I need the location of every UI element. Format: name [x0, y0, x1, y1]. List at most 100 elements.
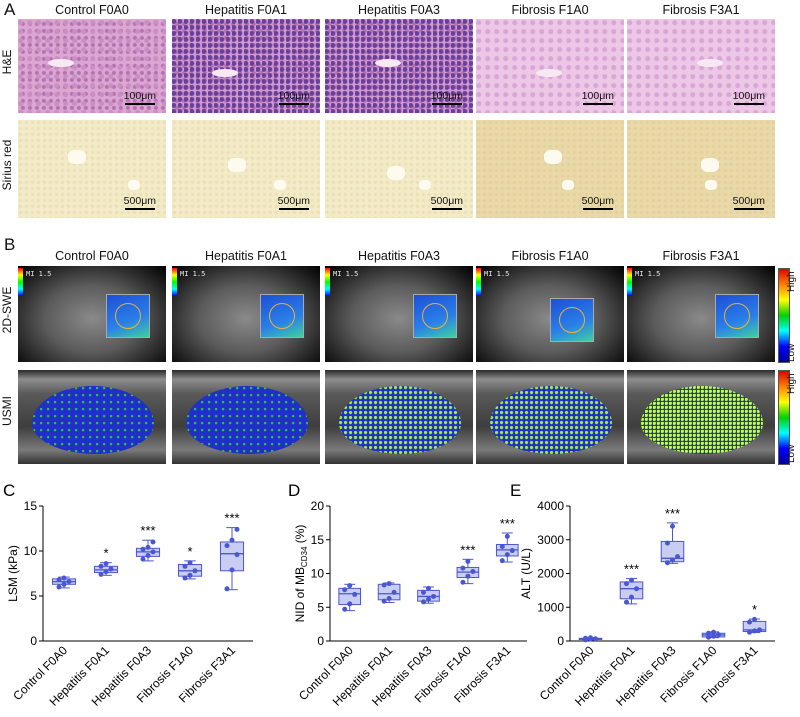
usmi-signal-region [32, 386, 154, 454]
data-point [747, 619, 752, 625]
data-point [381, 598, 387, 604]
y-tick-label: 1000 [537, 600, 564, 614]
significance-mark: *** [140, 523, 155, 538]
sirius-scale-label: 500μm [732, 195, 765, 207]
panel-b-column-header: Hepatitis F0A1 [205, 249, 287, 263]
he-scale-bar: 100μm [733, 90, 765, 105]
usmi-image [476, 370, 624, 464]
swe-colorbar [778, 268, 790, 363]
sirius-scale-label: 500μm [277, 195, 310, 207]
data-point [460, 579, 466, 585]
data-point [670, 557, 675, 563]
swe-roi-circle [269, 303, 295, 329]
significance-mark: * [187, 544, 192, 559]
swe-roi-box [550, 298, 594, 342]
sirius-red-image: 500μm [325, 120, 473, 218]
vessel [562, 180, 574, 190]
he-scale-line [124, 103, 155, 105]
data-point [98, 571, 104, 577]
he-scale-line [582, 103, 613, 105]
data-point [504, 533, 510, 539]
data-point [499, 544, 505, 549]
data-point [56, 577, 62, 583]
swe-scale-strip [627, 268, 632, 296]
data-point [234, 552, 240, 558]
usmi-signal-region [490, 386, 612, 454]
significance-mark: * [752, 602, 757, 617]
data-point [747, 629, 752, 635]
data-point [347, 583, 353, 589]
swe-roi-circle [724, 303, 750, 329]
data-point [56, 584, 62, 590]
data-point [66, 579, 72, 585]
vessel [212, 69, 238, 77]
swe-scale-strip [18, 268, 23, 296]
swe-roi-box [260, 294, 304, 338]
usmi-signal-region [186, 386, 308, 454]
vessel [536, 69, 562, 77]
vessel [419, 180, 431, 190]
sirius-red-image: 500μm [18, 120, 166, 218]
data-point [706, 634, 711, 640]
vessel [68, 150, 86, 164]
data-point [187, 572, 193, 578]
he-scale-bar: 100μm [278, 90, 310, 105]
row-label-usmi: USMI [0, 396, 14, 426]
significance-mark: *** [224, 511, 239, 526]
usmi-image [172, 370, 320, 464]
data-point [381, 582, 387, 588]
data-point [431, 593, 436, 599]
he-image: 100μm [627, 19, 775, 113]
data-point [182, 563, 188, 569]
data-point [342, 587, 348, 593]
swe-overlay-text: MI 1.5 [635, 270, 661, 278]
data-point [342, 606, 348, 612]
he-image: 100μm [18, 19, 166, 113]
swe-overlay-text: MI 1.5 [333, 270, 359, 278]
data-point [499, 558, 505, 564]
data-point [634, 586, 639, 592]
y-axis-label: LSM (kPa) [6, 545, 20, 602]
he-image: 100μm [172, 19, 320, 113]
data-point [670, 523, 675, 529]
sirius-scale-label: 500μm [581, 195, 614, 207]
data-point [150, 549, 156, 555]
data-point [391, 589, 397, 595]
y-label-unit: (%) [293, 525, 307, 547]
usmi-signal-region [641, 386, 763, 454]
data-point [757, 627, 762, 633]
panel-b-column-header: Hepatitis F0A3 [358, 249, 440, 263]
data-point [426, 596, 431, 602]
y-tick-label: 15 [311, 533, 325, 547]
data-point [61, 575, 67, 581]
data-point [140, 556, 146, 562]
swe-roi-circle [115, 303, 141, 329]
usmi-image [627, 370, 775, 464]
y-axis-label: ALT (U/L) [519, 548, 533, 599]
box [219, 541, 245, 572]
sirius-red-image: 500μm [627, 120, 775, 218]
data-point [224, 586, 230, 592]
significance-mark: *** [624, 562, 639, 577]
data-point [624, 599, 629, 605]
sirius-scale-bar: 500μm [431, 195, 463, 210]
vessel [375, 59, 401, 67]
y-tick-label: 3000 [537, 533, 564, 547]
data-point [61, 581, 67, 587]
swe-image: MI 1.5 [476, 266, 624, 362]
data-point [465, 558, 471, 564]
vessel [228, 158, 246, 172]
y-label-main: NID of MB [293, 567, 307, 622]
he-scale-label: 100μm [430, 90, 463, 102]
usmi-colorbar [778, 370, 790, 465]
chart-letter: C [3, 481, 15, 500]
data-point [421, 589, 426, 595]
panel-b-column-header: Fibrosis F3A1 [662, 249, 740, 263]
data-point [593, 636, 598, 642]
data-point [224, 543, 230, 549]
sirius-scale-line [431, 208, 462, 210]
swe-scale-strip [325, 268, 330, 296]
he-scale-label: 100μm [277, 90, 310, 102]
